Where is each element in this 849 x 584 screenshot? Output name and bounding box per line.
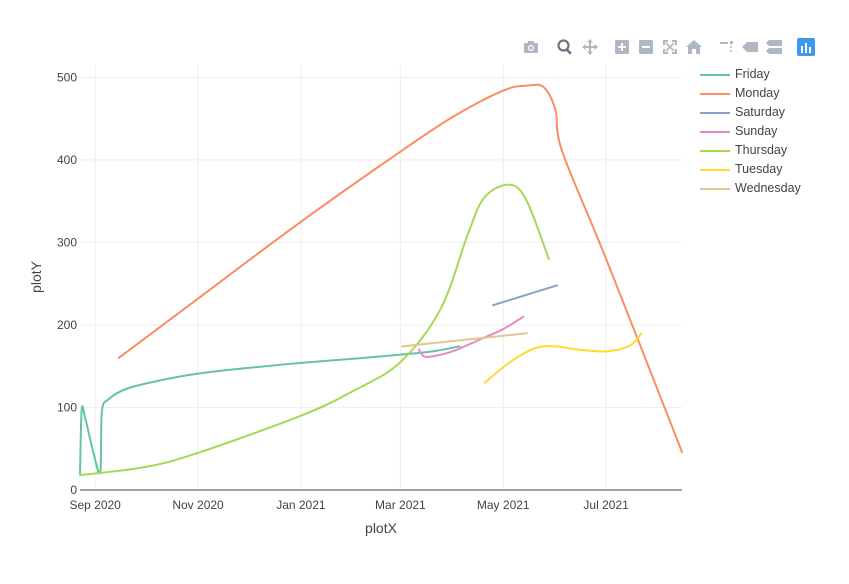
camera-button[interactable] (522, 38, 540, 56)
modebar (522, 38, 822, 58)
legend-label: Thursday (735, 143, 788, 157)
spike-lines-button[interactable] (717, 38, 735, 56)
pan-icon (582, 39, 598, 55)
home-button[interactable] (685, 38, 703, 56)
legend-item-friday[interactable]: Friday (698, 66, 838, 85)
series-line-sunday[interactable] (417, 315, 525, 359)
zoom-out-icon (639, 40, 653, 54)
autoscale-icon (663, 40, 677, 54)
series-line-tuesday[interactable] (483, 332, 643, 384)
x-tick-label: Jul 2021 (583, 498, 629, 512)
legend-swatch (700, 93, 730, 95)
legend-swatch (700, 74, 730, 76)
y-tick-label: 0 (70, 483, 77, 497)
legend-label: Tuesday (735, 162, 783, 176)
x-tick-label: May 2021 (477, 498, 530, 512)
home-icon (686, 40, 702, 54)
legend-label: Monday (735, 86, 780, 100)
y-axis-title: plotY (28, 260, 44, 293)
legend-swatch (700, 112, 730, 114)
spike-lines-icon (720, 41, 733, 54)
zoom-out-button[interactable] (637, 38, 655, 56)
y-tick-label: 100 (57, 400, 77, 414)
legend-item-sunday[interactable]: Sunday (698, 123, 838, 142)
legend-swatch (700, 150, 730, 152)
series-line-saturday[interactable] (492, 284, 559, 307)
x-tick-label: Mar 2021 (375, 498, 426, 512)
series-layer (79, 83, 683, 477)
x-tick-label: Sep 2020 (69, 498, 121, 512)
legend-item-tuesday[interactable]: Tuesday (698, 161, 838, 180)
y-axis-ticks: 0 100 200 300 400 500 (57, 70, 77, 497)
legend-swatch (700, 131, 730, 133)
legend-label: Sunday (735, 124, 778, 138)
legend-label: Wednesday (735, 181, 801, 195)
hover-compare-button[interactable] (765, 38, 783, 56)
legend-item-monday[interactable]: Monday (698, 85, 838, 104)
legend-label: Friday (735, 67, 770, 81)
x-axis-title: plotX (365, 520, 398, 536)
y-tick-label: 300 (57, 235, 77, 249)
camera-icon (524, 41, 538, 53)
legend-swatch (700, 169, 730, 171)
pan-button[interactable] (581, 38, 599, 56)
y-tick-label: 200 (57, 318, 77, 332)
plotly-logo-icon (797, 38, 815, 56)
grid-layer (80, 65, 682, 490)
series-line-thursday[interactable] (79, 183, 550, 477)
x-tick-label: Jan 2021 (276, 498, 326, 512)
zoom-in-button[interactable] (613, 38, 631, 56)
legend-item-saturday[interactable]: Saturday (698, 104, 838, 123)
hover-closest-button[interactable] (741, 38, 759, 56)
legend-label: Saturday (735, 105, 786, 119)
hover-compare-icon (766, 40, 782, 54)
x-axis-ticks: Sep 2020 Nov 2020 Jan 2021 Mar 2021 May 2021… (69, 498, 629, 512)
hover-closest-icon (742, 42, 758, 52)
zoom-button[interactable] (556, 38, 574, 56)
x-tick-label: Nov 2020 (172, 498, 224, 512)
legend: Friday Monday Saturday Sunday Thursday Tuesda… (698, 66, 838, 199)
legend-swatch (700, 188, 730, 190)
plotly-logo-button[interactable] (797, 38, 815, 56)
series-line-friday[interactable] (79, 345, 461, 475)
series-line-monday[interactable] (117, 83, 683, 454)
zoom-in-icon (615, 40, 629, 54)
y-tick-label: 400 (57, 153, 77, 167)
autoscale-button[interactable] (661, 38, 679, 56)
zoom-icon (557, 39, 572, 55)
legend-item-wednesday[interactable]: Wednesday (698, 180, 838, 199)
legend-item-thursday[interactable]: Thursday (698, 142, 838, 161)
series-line-wednesday[interactable] (401, 332, 528, 348)
y-tick-label: 500 (57, 70, 77, 84)
